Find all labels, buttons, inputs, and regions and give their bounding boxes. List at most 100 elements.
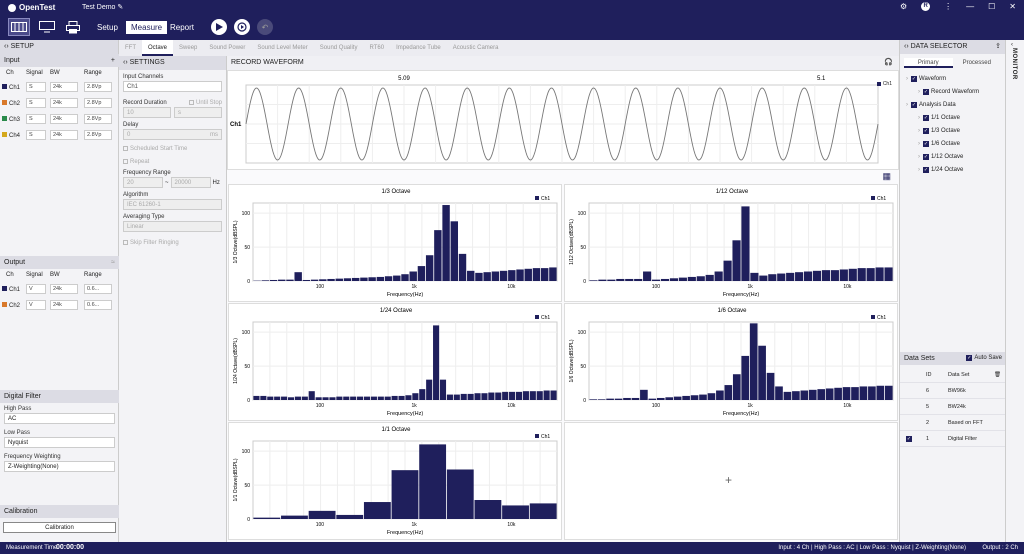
weighting-select[interactable]: Z-Weighting(None) [4, 461, 115, 472]
repeat-checkbox[interactable] [123, 159, 128, 165]
collapse-output-icon[interactable]: ≈ [111, 259, 115, 266]
tree-item[interactable]: › ✓ 1/6 Octave [904, 137, 1001, 150]
octave-chart-third[interactable]: 1/3 Octave Ch1 0 50 100 100 1k 10k Frequency(Hz)… [229, 185, 563, 303]
freq-max-input[interactable]: 20000 [170, 177, 211, 189]
bw-select[interactable]: 24k [50, 130, 78, 140]
tab-sound-quality[interactable]: Sound Quality [319, 45, 358, 51]
expand-chevron-icon[interactable]: › [918, 88, 920, 95]
bw-select[interactable]: 24k [50, 300, 78, 310]
octave-chart-sixth[interactable]: 1/6 Octave Ch1 0 50 100 100 1k 10k Frequency(Hz)… [565, 304, 899, 422]
add-icon[interactable]: + [110, 57, 115, 64]
input-channels-select[interactable]: Ch1 [123, 81, 222, 92]
tab-impedance-tube[interactable]: Impedance Tube [396, 45, 441, 51]
skip-ringing-checkbox[interactable] [123, 240, 128, 246]
collapse-icon[interactable]: ‹› [4, 43, 9, 50]
bw-select[interactable]: 24k [50, 82, 78, 92]
record-duration-unit[interactable]: s [174, 107, 222, 119]
delay-input[interactable]: 0 ms [123, 129, 222, 141]
range-select[interactable]: 2.8Vp [84, 98, 112, 108]
bw-select[interactable]: 24k [50, 98, 78, 108]
signal-select[interactable]: S [26, 130, 46, 140]
dataset-row[interactable]: ✓ 1 Digital Filter [900, 431, 1006, 447]
range-select[interactable]: 0.6... [84, 284, 112, 294]
expand-chevron-icon[interactable]: › [918, 166, 920, 173]
freq-min-input[interactable]: 20 [123, 177, 163, 189]
grid-layout-icon[interactable]: ▦ [882, 171, 891, 181]
dataset-row[interactable]: 5 BW24k [900, 399, 1006, 415]
tree-checkbox[interactable]: ✓ [911, 75, 917, 82]
tab-fft[interactable]: FFT [125, 45, 136, 51]
play-once-button[interactable] [234, 19, 250, 35]
tree-checkbox[interactable]: ✓ [923, 153, 929, 160]
tree-checkbox[interactable]: ✓ [923, 140, 929, 147]
signal-select[interactable]: V [26, 300, 46, 310]
mode-setup[interactable]: Setup [97, 23, 118, 32]
more-icon[interactable]: ⋮ [944, 2, 953, 11]
expand-chevron-icon[interactable]: › [906, 75, 908, 82]
tree-checkbox[interactable]: ✓ [923, 88, 929, 95]
gear-icon[interactable]: ⚙ [899, 2, 908, 11]
project-name[interactable]: Test Demo ✎ [82, 3, 123, 11]
until-stop-option[interactable]: Until Stop [188, 100, 222, 106]
tree-item[interactable]: › ✓ Record Waveform [904, 85, 1001, 98]
expand-chevron-icon[interactable]: › [918, 140, 920, 147]
dataset-row[interactable]: 2 Based on FFT [900, 415, 1006, 431]
repeat-option[interactable]: Repeat [119, 153, 226, 166]
signal-select[interactable]: S [26, 98, 46, 108]
undo-button[interactable]: ↶ [257, 19, 273, 35]
skip-ringing-option[interactable]: Skip Filter Ringing [119, 232, 226, 247]
minimize-icon[interactable]: — [966, 2, 975, 11]
printer-icon[interactable] [62, 18, 84, 36]
averaging-select[interactable]: Linear [123, 221, 222, 233]
trash-icon[interactable]: 🗑 [994, 371, 1001, 378]
calibration-button[interactable]: Calibration [3, 522, 116, 533]
hardware-icon[interactable] [8, 18, 30, 36]
octave-chart-twelfth[interactable]: 1/12 Octave Ch1 0 50 100 100 1k 10k Frequency(Hz… [565, 185, 899, 303]
tree-checkbox[interactable]: ✓ [923, 166, 929, 173]
range-select[interactable]: 2.8Vp [84, 114, 112, 124]
tab-sound-level-meter[interactable]: Sound Level Meter [257, 45, 308, 51]
dataset-checkbox[interactable]: ✓ [906, 435, 912, 442]
tab-acoustic-camera[interactable]: Acoustic Camera [452, 45, 499, 51]
add-chart-icon[interactable]: + [725, 473, 733, 487]
tree-checkbox[interactable]: ✓ [911, 101, 917, 108]
export-icon[interactable]: ⇪ [995, 43, 1001, 50]
maximize-icon[interactable]: ☐ [988, 2, 996, 11]
octave-chart-full[interactable]: 1/1 Octave Ch1 0 50 100 100 1k 10k Frequency(Hz)… [229, 423, 563, 541]
expand-chevron-icon[interactable]: › [906, 101, 908, 108]
expand-monitor-icon[interactable]: ‹ [1011, 42, 1013, 48]
expand-chevron-icon[interactable]: › [918, 127, 920, 134]
until-stop-checkbox[interactable] [188, 100, 194, 105]
octave-chart-twentyfourth[interactable]: 1/24 Octave Ch1 0 50 100 100 1k 10k Frequency(Hz… [229, 304, 563, 422]
expand-chevron-icon[interactable]: › [918, 114, 920, 121]
tab-sweep[interactable]: Sweep [179, 45, 198, 51]
tree-item[interactable]: › ✓ 1/12 Octave [904, 150, 1001, 163]
user-badge[interactable]: R [921, 2, 931, 11]
record-duration-value[interactable]: 10 [123, 107, 171, 119]
tree-item[interactable]: › ✓ 1/24 Octave [904, 163, 1001, 176]
empty-chart-slot[interactable]: + [564, 422, 898, 540]
tab-octave[interactable]: Octave [142, 40, 174, 56]
close-icon[interactable]: ✕ [1009, 2, 1016, 11]
waveform-plot[interactable]: Ch1 5.09 5.1 [228, 71, 898, 169]
play-button[interactable] [211, 19, 227, 35]
low-pass-select[interactable]: Nyquist [4, 437, 115, 448]
signal-select[interactable]: S [26, 114, 46, 124]
range-select[interactable]: 0.6... [84, 300, 112, 310]
mode-report[interactable]: Report [170, 23, 195, 32]
tab-rt60[interactable]: RT60 [369, 45, 385, 51]
signal-select[interactable]: V [26, 284, 46, 294]
tree-item[interactable]: › ✓ 1/3 Octave [904, 124, 1001, 137]
tab-sound-power[interactable]: Sound Power [209, 45, 246, 51]
bw-select[interactable]: 24k [50, 114, 78, 124]
monitor-sidebar[interactable]: ‹ MONITOR [1005, 40, 1024, 542]
bw-select[interactable]: 24k [50, 284, 78, 294]
scheduled-option[interactable]: Scheduled Start Time [119, 140, 226, 153]
collapse-selector-icon[interactable]: ‹› [904, 43, 909, 50]
tree-checkbox[interactable]: ✓ [923, 114, 929, 121]
subtab-processed[interactable]: Processed [962, 60, 991, 66]
tree-item[interactable]: › ✓ Waveform [904, 72, 1001, 85]
expand-chevron-icon[interactable]: › [918, 153, 920, 160]
tree-checkbox[interactable]: ✓ [923, 127, 929, 134]
tree-item[interactable]: › ✓ 1/1 Octave [904, 111, 1001, 124]
